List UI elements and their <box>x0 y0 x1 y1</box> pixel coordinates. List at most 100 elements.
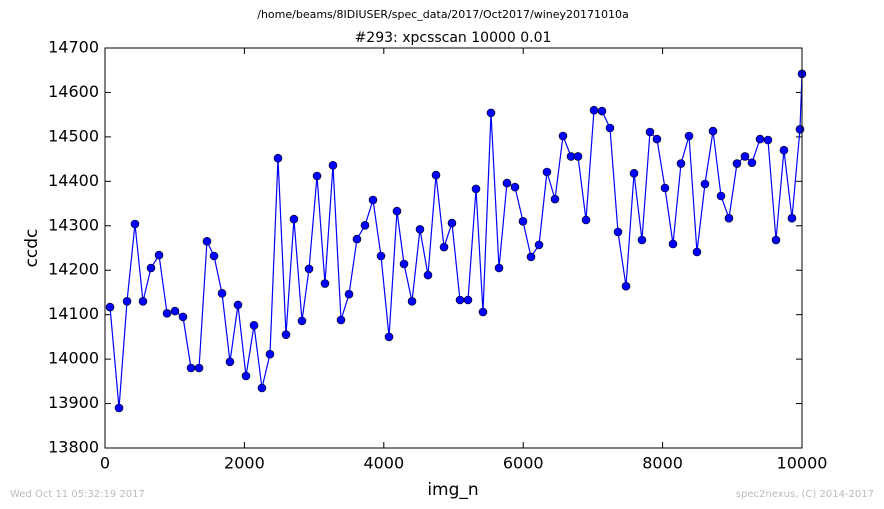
data-point <box>225 357 235 367</box>
data-point <box>732 159 742 168</box>
data-point <box>162 309 172 318</box>
data-point <box>384 332 394 342</box>
data-point <box>747 158 757 167</box>
data-point <box>146 263 156 273</box>
data-point <box>392 206 402 216</box>
data-point <box>415 225 425 234</box>
suptitle: /home/beams/8IDIUSER/spec_data/2017/Oct2… <box>257 8 629 21</box>
x-axis-label: img_n <box>427 480 478 500</box>
x-tick-label: 0 <box>100 454 110 473</box>
footer-right: spec2nexus, (C) 2014-2017 <box>736 489 874 500</box>
data-point <box>471 184 481 194</box>
data-point <box>407 297 417 306</box>
y-tick-label: 14100 <box>48 304 99 323</box>
data-point <box>597 106 607 116</box>
data-point <box>502 178 512 188</box>
data-point <box>755 134 765 144</box>
data-point <box>510 182 520 192</box>
data-point <box>692 247 702 257</box>
data-point <box>455 295 465 305</box>
data-point <box>281 330 291 339</box>
data-point <box>542 167 552 177</box>
data-point <box>779 145 789 155</box>
data-point <box>194 363 204 373</box>
data-point <box>613 227 623 237</box>
data-point <box>716 191 726 201</box>
data-point <box>273 153 283 163</box>
data-point <box>138 297 148 306</box>
y-tick-label: 14700 <box>48 38 99 57</box>
data-point <box>621 281 631 291</box>
data-point <box>645 127 655 137</box>
data-point <box>486 108 496 118</box>
data-point <box>652 134 662 144</box>
data-point <box>328 161 338 170</box>
x-tick-label: 6000 <box>503 454 544 473</box>
y-tick-label: 13800 <box>48 438 99 457</box>
data-point <box>668 239 678 249</box>
y-tick-label: 14400 <box>48 171 99 190</box>
data-point <box>186 363 196 373</box>
data-point <box>439 242 449 252</box>
data-point <box>589 105 599 115</box>
data-point <box>114 403 124 413</box>
data-point <box>637 235 647 245</box>
data-point <box>581 215 591 225</box>
data-point <box>660 183 670 193</box>
data-point <box>170 306 180 316</box>
data-point <box>217 289 227 298</box>
data-point <box>494 263 504 273</box>
data-line <box>109 73 803 409</box>
data-point <box>605 123 615 133</box>
data-point <box>526 252 536 262</box>
y-tick-label: 14500 <box>48 126 99 145</box>
data-point <box>312 171 322 181</box>
data-point <box>463 295 473 305</box>
data-point <box>573 152 583 161</box>
y-tick-label: 14300 <box>48 215 99 234</box>
data-point <box>700 179 710 189</box>
data-point <box>558 131 568 141</box>
data-point <box>368 195 378 205</box>
chart-title: #293: xpcsscan 10000 0.01 <box>355 30 552 46</box>
data-point <box>352 234 362 244</box>
data-point <box>130 219 140 229</box>
data-point <box>304 264 314 274</box>
data-point <box>478 307 488 317</box>
data-point <box>431 170 441 180</box>
data-point <box>122 297 132 306</box>
footer-left: Wed Oct 11 05:32:19 2017 <box>10 489 145 500</box>
data-point <box>241 371 251 381</box>
data-point <box>399 259 409 269</box>
x-tick-label: 8000 <box>642 454 683 473</box>
x-tick-label: 4000 <box>363 454 404 473</box>
data-point <box>629 169 639 178</box>
data-point <box>787 213 797 223</box>
data-point <box>684 131 694 141</box>
x-tick-label: 2000 <box>224 454 265 473</box>
data-point <box>518 217 528 226</box>
y-tick-label: 14200 <box>48 260 99 279</box>
data-point <box>202 237 212 246</box>
data-point <box>233 300 243 310</box>
data-point <box>336 315 346 325</box>
data-point <box>708 126 718 136</box>
y-tick-label: 14000 <box>48 349 99 368</box>
x-tick-label: 10000 <box>777 454 828 473</box>
data-point <box>534 240 544 250</box>
data-point <box>320 279 330 288</box>
data-point <box>105 302 115 312</box>
data-point <box>447 218 457 228</box>
data-point <box>249 321 259 330</box>
data-point <box>289 214 299 224</box>
plot-frame <box>104 47 803 449</box>
data-point <box>740 152 750 161</box>
data-point <box>344 289 354 299</box>
data-point <box>676 159 686 168</box>
data-point <box>771 235 781 245</box>
y-tick-label: 14600 <box>48 82 99 101</box>
data-point <box>550 194 560 204</box>
data-point <box>360 221 370 230</box>
data-point <box>265 349 275 359</box>
